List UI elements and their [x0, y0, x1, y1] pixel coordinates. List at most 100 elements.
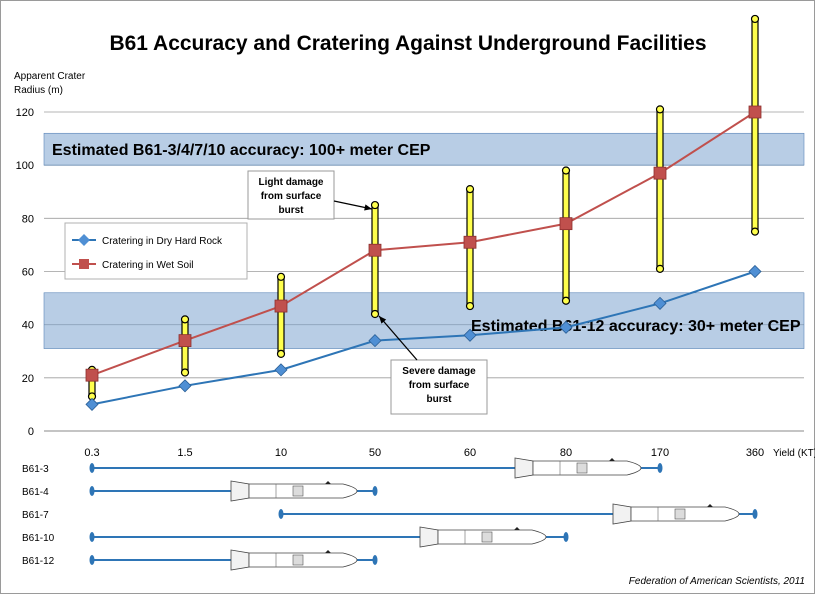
band-label-2: Estimated B61-12 accuracy: 30+ meter CEP [471, 318, 801, 335]
x-tick-60: 60 [464, 447, 476, 459]
callout-light-damage: Light damage from surface burst [247, 170, 373, 220]
x-tick-10: 10 [275, 447, 287, 459]
bomb-tail-fins [230, 549, 250, 571]
weapon-range-start [89, 486, 95, 496]
callout-arrow [378, 315, 418, 361]
weapon-range-start [89, 555, 95, 565]
band-label-1: Estimated B61-3/4/7/10 accuracy: 100+ me… [52, 142, 431, 159]
error-bar-cap-top [276, 272, 286, 281]
x-tick-80: 80 [560, 447, 572, 459]
y-tick-80: 80 [22, 213, 34, 225]
error-bar-cap-bottom [276, 349, 286, 359]
marker-dry-rock-50 [368, 334, 382, 348]
error-bar-body [751, 18, 759, 233]
y-tick-0: 0 [28, 426, 34, 438]
series-line-wet-soil [91, 111, 756, 377]
error-bar-cap-bottom [750, 227, 760, 236]
y-axis-label-line1: Apparent Crater [14, 71, 86, 82]
weapon-range-start [278, 509, 284, 519]
error-bar-360 [750, 14, 760, 236]
legend-box [64, 222, 248, 280]
weapon-label: B61-7 [22, 510, 49, 521]
callout-text-line: from surface [409, 380, 470, 391]
y-tick-20: 20 [22, 373, 34, 385]
error-bar-cap-top [180, 315, 190, 324]
weapon-row-b61-7: B61-7 [22, 503, 758, 525]
marker-dry-rock-80 [559, 320, 573, 334]
marker-dry-rock-10 [274, 363, 288, 377]
weapon-range-end [657, 463, 663, 473]
callout-box [390, 359, 488, 415]
error-bar-cap-top [561, 166, 571, 175]
error-bar-cap-bottom [655, 264, 665, 273]
callout-text-line: Light damage [258, 177, 323, 188]
y-tick-60: 60 [22, 267, 34, 279]
accuracy-bands: Estimated B61-3/4/7/10 accuracy: 100+ me… [43, 132, 805, 349]
weapon-range-end [372, 486, 378, 496]
bomb-illustration [514, 457, 642, 479]
callout-box [247, 170, 335, 220]
x-tick-0.3: 0.3 [84, 447, 99, 459]
bomb-illustration [419, 526, 547, 548]
error-bar-body [371, 204, 379, 315]
bomb-tail-fins [230, 480, 250, 502]
error-bar-10 [276, 272, 286, 359]
x-tick-labels: 0.3 1.5 10 50 60 80 170 360 Yield (KT) [84, 447, 815, 459]
weapon-range-start [89, 532, 95, 542]
x-tick-360: 360 [746, 447, 764, 459]
y-tick-100: 100 [16, 160, 34, 172]
marker-wet-soil-1.5 [178, 334, 192, 348]
accuracy-band-2 [43, 292, 805, 349]
y-axis-label-line2: Radius (m) [14, 85, 63, 96]
error-bar-body [562, 169, 570, 302]
error-bar-cap-top [655, 105, 665, 114]
bomb-lug [325, 550, 331, 553]
weapon-range-end [563, 532, 569, 542]
y-tick-120: 120 [16, 107, 34, 119]
marker-wet-soil-80 [559, 217, 573, 231]
bomb-tail-fins [612, 503, 632, 525]
callout-arrowhead [364, 204, 372, 211]
x-axis-label: Yield (KT) [773, 448, 815, 459]
callout-severe-damage: Severe damage from surface burst [378, 315, 488, 415]
bomb-panel [292, 485, 304, 497]
x-tick-50: 50 [369, 447, 381, 459]
weapon-label: B61-3 [22, 464, 49, 475]
legend-marker-dry-rock [78, 234, 90, 246]
error-bar-body [277, 276, 285, 355]
legend: Cratering in Dry Hard Rock Cratering in W… [64, 222, 248, 280]
error-bar-cap-bottom [561, 296, 571, 305]
marker-dry-rock-170 [653, 296, 667, 310]
weapon-label: B61-4 [22, 487, 49, 498]
marker-wet-soil-360 [748, 105, 762, 119]
x-tick-170: 170 [651, 447, 669, 459]
legend-marker-wet-soil [79, 259, 89, 269]
bomb-illustration [230, 549, 358, 571]
bomb-lug [609, 458, 615, 461]
accuracy-band-1 [43, 132, 805, 166]
callout-text-line: Severe damage [402, 366, 476, 377]
error-bar-body [656, 108, 664, 270]
callout-text-line: burst [427, 394, 453, 405]
weapon-range-start [89, 463, 95, 473]
bomb-panel [481, 531, 493, 543]
y-tick-40: 40 [22, 320, 34, 332]
bomb-panel [576, 462, 588, 474]
y-tick-labels: 0 20 40 60 80 100 120 [16, 107, 34, 438]
error-bar-80 [561, 166, 571, 305]
weapon-range-end [752, 509, 758, 519]
error-bar-50 [370, 200, 380, 319]
marker-wet-soil-170 [653, 166, 667, 180]
weapon-row-b61-4: B61-4 [22, 480, 378, 502]
legend-label-dry-rock: Cratering in Dry Hard Rock [102, 236, 223, 247]
error-bar-cap-top [750, 14, 760, 24]
bomb-illustration [612, 503, 740, 525]
error-bar-cap-bottom [180, 368, 190, 377]
chart-title: B61 Accuracy and Cratering Against Under… [109, 32, 706, 55]
marker-wet-soil-10 [274, 299, 288, 313]
bomb-illustration [230, 480, 358, 502]
error-bar-cap-bottom [465, 301, 475, 311]
weapon-ranges: B61-3 B61-4 B61-7 B61-10 B61-12 [22, 457, 758, 571]
error-bar-cap-bottom [370, 309, 380, 319]
marker-wet-soil-60 [463, 235, 477, 249]
